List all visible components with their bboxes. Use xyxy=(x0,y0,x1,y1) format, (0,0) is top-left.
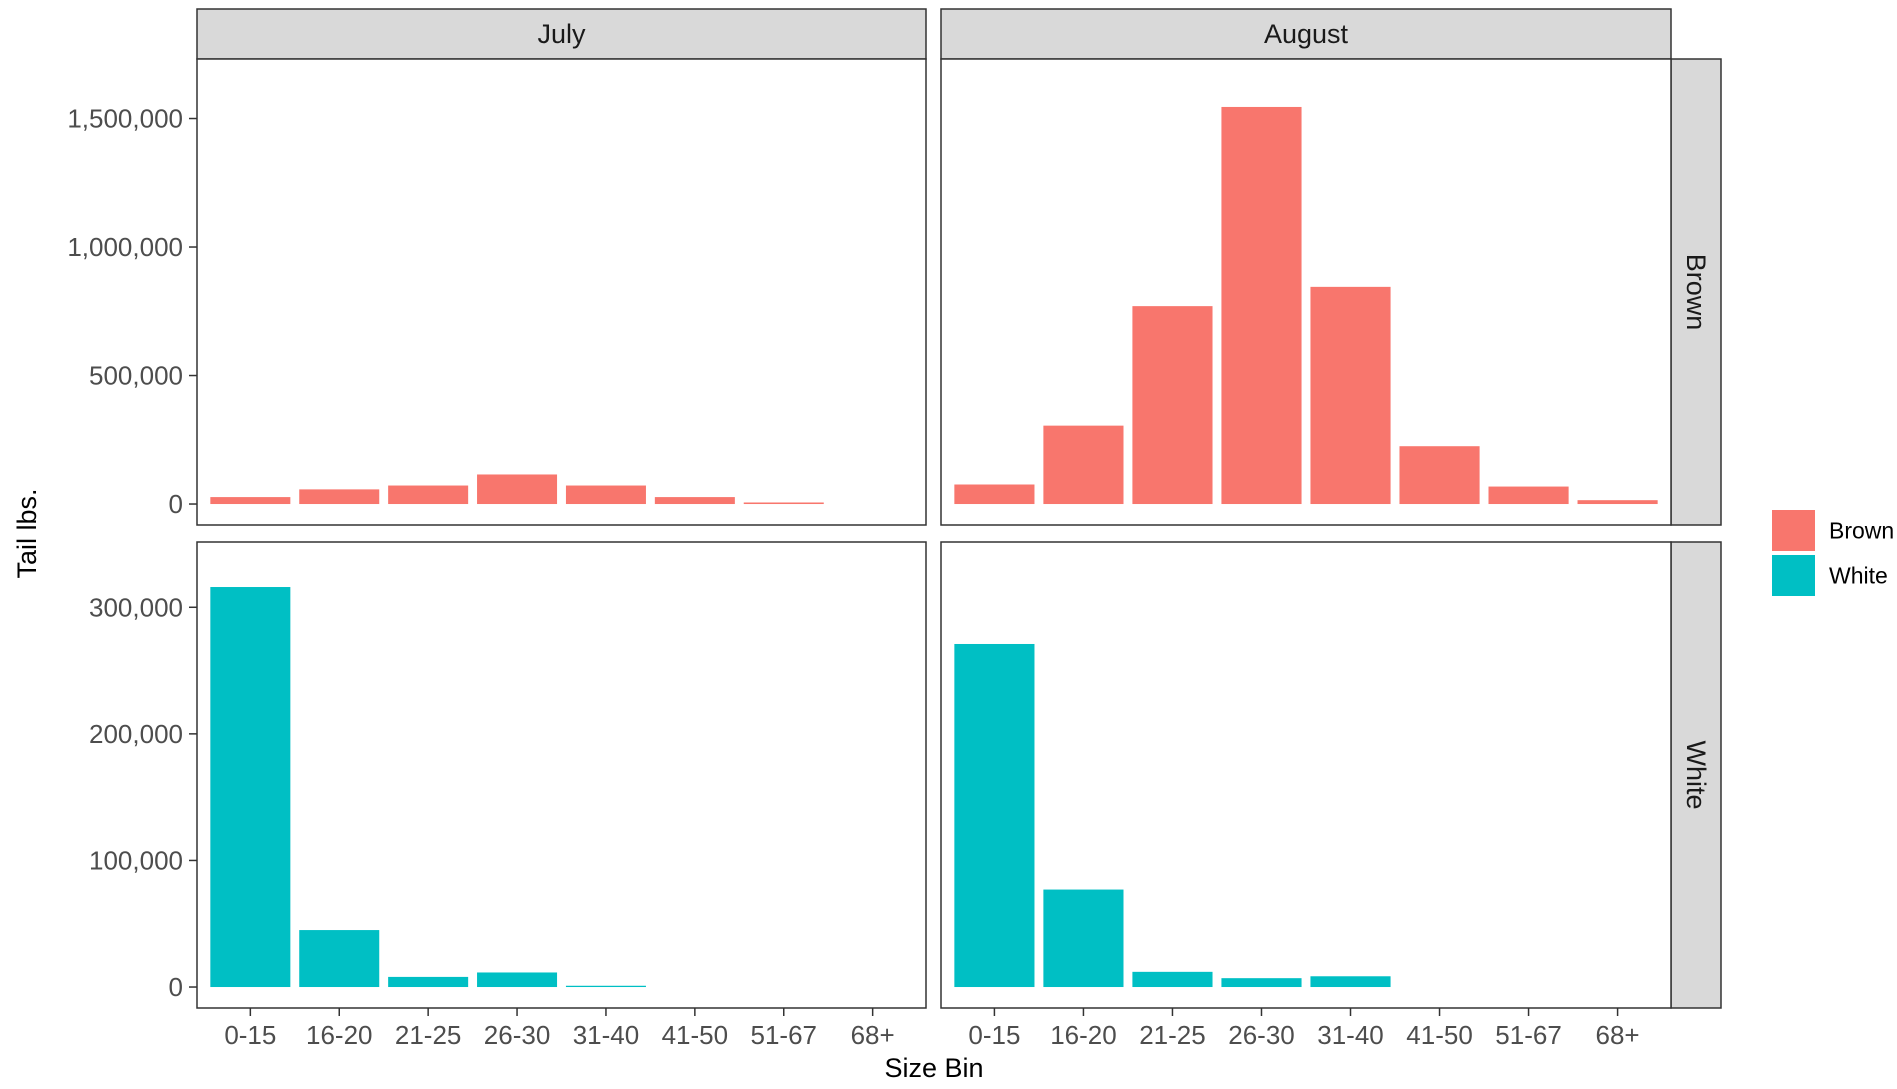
bar-august-brown-51-67 xyxy=(1488,486,1569,505)
x-tick-label: 21-25 xyxy=(1139,1020,1206,1050)
strip-right-white xyxy=(1670,541,1722,1009)
bar-august-brown-0-15 xyxy=(954,484,1035,505)
bar-july-brown-0-15 xyxy=(210,497,291,505)
bar-july-brown-21-25 xyxy=(388,485,469,505)
x-tick-label: 51-67 xyxy=(751,1020,818,1050)
bar-august-brown-68+ xyxy=(1577,500,1658,505)
bar-july-brown-16-20 xyxy=(299,489,380,505)
bar-august-white-31-40 xyxy=(1310,976,1391,988)
strip-label-july: July xyxy=(537,19,586,49)
x-tick-label: 51-67 xyxy=(1495,1020,1562,1050)
x-tick-label: 16-20 xyxy=(306,1020,373,1050)
x-tick-label: 31-40 xyxy=(573,1020,640,1050)
strip-label-august: August xyxy=(1264,19,1349,49)
y-tick-label: 1,500,000 xyxy=(67,104,183,134)
panel-border xyxy=(940,58,1672,526)
bar-july-white-31-40 xyxy=(565,985,646,988)
bar-august-white-0-15 xyxy=(954,643,1035,988)
y-tick-label: 500,000 xyxy=(89,361,183,391)
bar-july-white-16-20 xyxy=(299,930,380,988)
legend-key-white xyxy=(1772,555,1815,596)
bar-july-white-26-30 xyxy=(477,972,558,988)
x-axis-title: Size Bin xyxy=(884,1053,983,1083)
y-tick-label: 0 xyxy=(169,489,183,519)
strip-top-july xyxy=(196,8,927,60)
panel-background xyxy=(197,59,926,525)
x-tick-label: 26-30 xyxy=(484,1020,551,1050)
bar-august-white-21-25 xyxy=(1132,971,1213,988)
bar-august-brown-16-20 xyxy=(1043,425,1124,505)
x-tick-label: 68+ xyxy=(1596,1020,1640,1050)
strip-label-white: White xyxy=(1681,740,1711,809)
strip-label-brown: Brown xyxy=(1681,254,1711,331)
y-tick-label: 200,000 xyxy=(89,719,183,749)
bar-august-brown-26-30 xyxy=(1221,106,1302,505)
x-tick-label: 41-50 xyxy=(1406,1020,1473,1050)
y-tick-label: 100,000 xyxy=(89,845,183,875)
strip-right-brown xyxy=(1670,58,1722,526)
panel-border xyxy=(196,58,927,526)
x-tick-label: 26-30 xyxy=(1228,1020,1295,1050)
x-tick-label: 31-40 xyxy=(1317,1020,1384,1050)
x-tick-label: 0-15 xyxy=(224,1020,276,1050)
y-tick-label: 300,000 xyxy=(89,592,183,622)
legend-label-brown: Brown xyxy=(1829,518,1894,544)
bar-july-brown-31-40 xyxy=(565,485,646,505)
x-tick-label: 68+ xyxy=(851,1020,895,1050)
bar-august-white-16-20 xyxy=(1043,889,1124,988)
bar-july-white-21-25 xyxy=(388,976,469,988)
bar-august-white-26-30 xyxy=(1221,978,1302,988)
strip-top-august xyxy=(940,8,1672,60)
bar-august-brown-41-50 xyxy=(1399,446,1480,505)
x-tick-label: 0-15 xyxy=(968,1020,1020,1050)
panel-border xyxy=(940,541,1672,1009)
bar-july-white-0-15 xyxy=(210,587,291,988)
bar-august-brown-31-40 xyxy=(1310,286,1391,505)
bar-august-brown-21-25 xyxy=(1132,306,1213,505)
bar-july-brown-51-67 xyxy=(743,502,824,505)
y-axis-title: Tail lbs. xyxy=(12,488,42,578)
legend-label-white: White xyxy=(1829,563,1888,589)
panel-border xyxy=(196,541,927,1009)
bar-july-brown-41-50 xyxy=(654,497,735,505)
legend-key-brown xyxy=(1772,510,1815,551)
x-tick-label: 41-50 xyxy=(662,1020,729,1050)
x-tick-label: 21-25 xyxy=(395,1020,462,1050)
x-tick-label: 16-20 xyxy=(1050,1020,1117,1050)
y-tick-label: 1,000,000 xyxy=(67,232,183,262)
bar-july-brown-26-30 xyxy=(477,474,558,505)
y-tick-label: 0 xyxy=(169,972,183,1002)
